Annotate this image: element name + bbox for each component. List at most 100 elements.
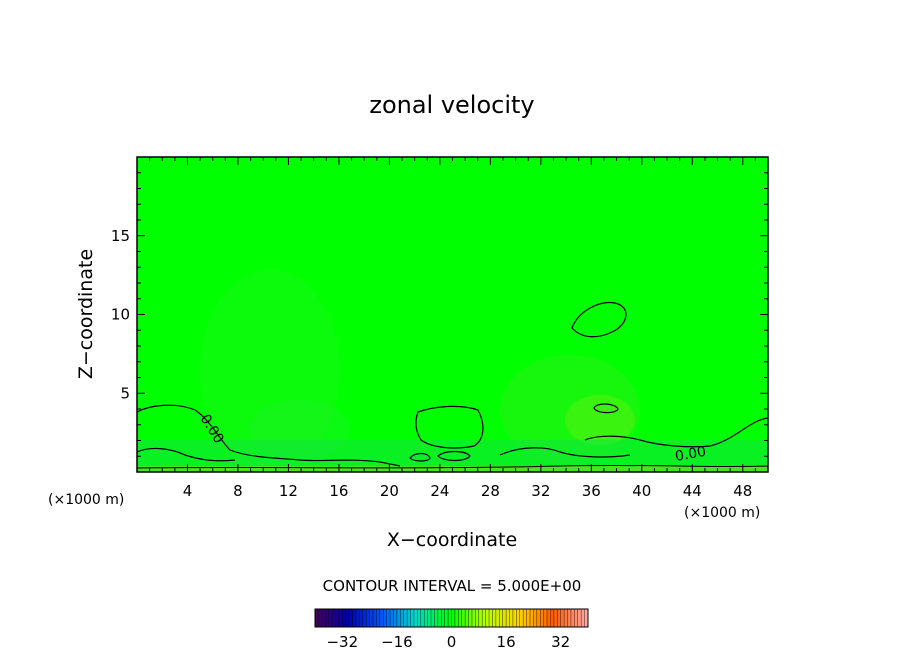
colorbar-swatch	[523, 609, 527, 627]
contour-label-right: 0.00	[674, 444, 707, 465]
colorbar-swatch	[376, 609, 381, 627]
colorbar-swatch	[454, 609, 459, 627]
x-tick-label: 32	[531, 482, 550, 500]
colorbar-swatch	[570, 609, 575, 627]
colorbar-swatch	[338, 609, 343, 627]
x-units-right: (×1000 m)	[684, 505, 760, 521]
colorbar-swatch	[369, 609, 374, 627]
colorbar-swatch	[471, 609, 476, 627]
contour-right-lower	[584, 417, 769, 448]
colorbar-swatch	[352, 609, 357, 627]
colorbar-swatch	[557, 609, 561, 627]
colorbar-swatch	[379, 609, 384, 627]
colorbar-swatch	[362, 609, 367, 627]
y-axis-ticks: 5 10 15	[111, 172, 768, 457]
x-axis-label: X−coordinate	[387, 529, 517, 551]
velocity-field	[137, 157, 768, 472]
colorbar-swatch	[489, 609, 493, 627]
colorbar-swatch	[502, 609, 507, 627]
colorbar-swatch	[403, 609, 408, 627]
colorbar-swatch	[434, 609, 439, 627]
colorbar-swatch	[335, 609, 340, 627]
colorbar-swatch	[478, 609, 483, 627]
colorbar-swatch	[574, 609, 579, 627]
colorbar-swatch	[355, 609, 360, 627]
colorbar-swatch	[547, 609, 551, 627]
colorbar-swatch	[332, 609, 336, 627]
contour-left-bottom	[136, 447, 236, 462]
colorbar-swatch	[533, 609, 538, 627]
x-tick-label: 28	[481, 482, 500, 500]
x-tick-label: 48	[733, 482, 752, 500]
colorbar-tick-label: 32	[551, 633, 570, 651]
colorbar-swatch	[543, 609, 548, 627]
contour-small-oval	[593, 403, 619, 414]
colorbar-swatch	[560, 609, 565, 627]
contour-left-lower	[136, 404, 401, 467]
colorbar-swatch	[386, 609, 391, 627]
colorbar-swatch	[413, 609, 418, 627]
colorbar-swatch	[383, 609, 387, 627]
x-tick-label: 40	[632, 482, 651, 500]
colorbar-frame	[314, 608, 589, 628]
colorbar-swatch	[485, 609, 490, 627]
colorbar-swatch	[390, 609, 394, 627]
contour-center-blob	[415, 405, 484, 449]
colorbar-swatch	[519, 609, 524, 627]
colorbar-swatch	[448, 609, 452, 627]
colorbar-swatch	[417, 609, 422, 627]
colorbar-swatch	[393, 609, 398, 627]
colorbar-tick-label: 16	[497, 633, 516, 651]
x-tick-label: 8	[233, 482, 243, 500]
colorbar-swatch	[584, 609, 589, 627]
colorbar-swatch	[581, 609, 585, 627]
colorbar-swatch	[461, 609, 466, 627]
colorbar-swatch	[366, 609, 370, 627]
colorbar-swatch	[359, 609, 364, 627]
colorbar-swatch	[437, 609, 442, 627]
y-tick-label: 15	[111, 227, 130, 245]
colorbar-swatch	[373, 609, 377, 627]
contour-interval-caption: CONTOUR INTERVAL = 5.000E+00	[323, 577, 582, 595]
colorbar-swatch	[536, 609, 541, 627]
colorbar-swatch	[509, 609, 514, 627]
colorbar-swatch	[499, 609, 503, 627]
colorbar-swatch	[506, 609, 510, 627]
colorbar-swatch	[526, 609, 531, 627]
colorbar-swatch	[431, 609, 435, 627]
chart-title: zonal velocity	[369, 91, 534, 119]
colorbar-swatch	[325, 609, 329, 627]
x-tick-label: 20	[380, 482, 399, 500]
colorbar-swatch	[420, 609, 425, 627]
contour-small-loops	[409, 450, 471, 462]
contour-upper-right-blob	[571, 301, 627, 338]
colorbar-swatch	[444, 609, 449, 627]
colorbar-swatch	[318, 609, 323, 627]
colorbar-swatch	[465, 609, 469, 627]
colorbar-swatch	[553, 609, 558, 627]
colorbar-swatch	[342, 609, 347, 627]
colorbar-swatch	[424, 609, 428, 627]
colorbar-swatch	[345, 609, 350, 627]
y-tick-label: 10	[111, 306, 130, 324]
colorbar-tick-label: −16	[381, 633, 413, 651]
colorbar-swatch	[540, 609, 544, 627]
contour-bottom-edge	[136, 464, 769, 469]
colorbar-swatch	[427, 609, 432, 627]
x-tick-label: 16	[329, 482, 348, 500]
colorbar-swatch	[396, 609, 401, 627]
colorbar-swatch	[550, 609, 555, 627]
colorbar-swatch	[512, 609, 517, 627]
x-tick-label: 4	[183, 482, 193, 500]
x-axis-ticks: 4 8 12 16 20 24 28 32 36 40 44 48	[149, 157, 756, 500]
x-units-left: (×1000 m)	[48, 492, 124, 508]
x-tick-label: 12	[279, 482, 298, 500]
x-tick-label: 36	[582, 482, 601, 500]
colorbar-tick-label: 0	[447, 633, 457, 651]
colorbar-swatch	[468, 609, 473, 627]
colorbar-swatch	[410, 609, 415, 627]
colorbar	[314, 608, 589, 628]
colorbar-swatch	[564, 609, 568, 627]
x-tick-label: 44	[683, 482, 702, 500]
